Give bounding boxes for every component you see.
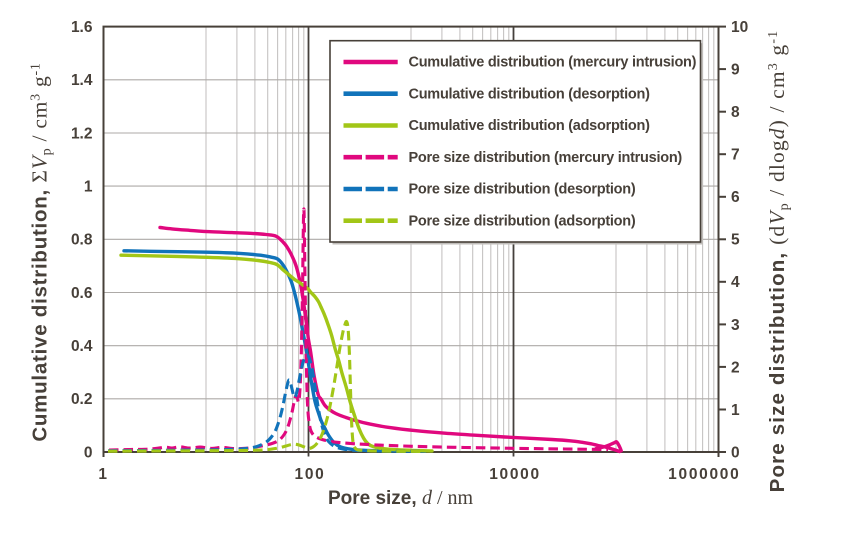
- svg-text:Pore size distribution (adsorp: Pore size distribution (adsorption): [409, 213, 636, 229]
- svg-text:1.2: 1.2: [71, 125, 93, 142]
- svg-text:7: 7: [731, 147, 740, 164]
- svg-text:1: 1: [98, 466, 108, 483]
- svg-text:Cumulative distribution, ΣVp /: Cumulative distribution, ΣVp / cm3 g-1: [28, 62, 55, 441]
- svg-text:1.6: 1.6: [71, 19, 93, 36]
- svg-text:1: 1: [731, 402, 740, 419]
- svg-text:Pore size distribution, (dVp /: Pore size distribution, (dVp / dlogd) / …: [765, 30, 792, 493]
- svg-text:Cumulative distribution (mercu: Cumulative distribution (mercury intrusi…: [409, 55, 697, 71]
- svg-text:0: 0: [84, 444, 93, 461]
- svg-text:0.2: 0.2: [71, 391, 93, 408]
- svg-text:100: 100: [295, 466, 326, 483]
- svg-text:Pore size, d / nm: Pore size, d / nm: [328, 487, 474, 509]
- svg-text:1.4: 1.4: [71, 72, 93, 89]
- svg-text:0: 0: [731, 444, 740, 461]
- svg-text:1000000: 1000000: [668, 466, 740, 483]
- svg-text:Cumulative distribution (adsor: Cumulative distribution (adsorption): [409, 118, 651, 134]
- svg-text:0.8: 0.8: [71, 232, 93, 249]
- svg-text:1: 1: [84, 179, 93, 196]
- svg-text:9: 9: [731, 62, 740, 79]
- svg-text:5: 5: [731, 232, 740, 249]
- svg-text:Pore size distribution (desorp: Pore size distribution (desorption): [409, 182, 636, 198]
- svg-text:6: 6: [731, 189, 740, 206]
- svg-text:4: 4: [731, 274, 740, 291]
- svg-text:Cumulative distribution (desor: Cumulative distribution (desorption): [409, 86, 651, 102]
- svg-text:Pore size distribution (mercur: Pore size distribution (mercury intrusio…: [409, 150, 683, 166]
- svg-text:10: 10: [731, 19, 748, 36]
- svg-text:3: 3: [731, 317, 740, 334]
- svg-text:0.6: 0.6: [71, 285, 93, 302]
- svg-text:10000: 10000: [489, 466, 541, 483]
- svg-text:0.4: 0.4: [71, 338, 93, 355]
- svg-text:2: 2: [731, 359, 740, 376]
- svg-text:8: 8: [731, 104, 740, 121]
